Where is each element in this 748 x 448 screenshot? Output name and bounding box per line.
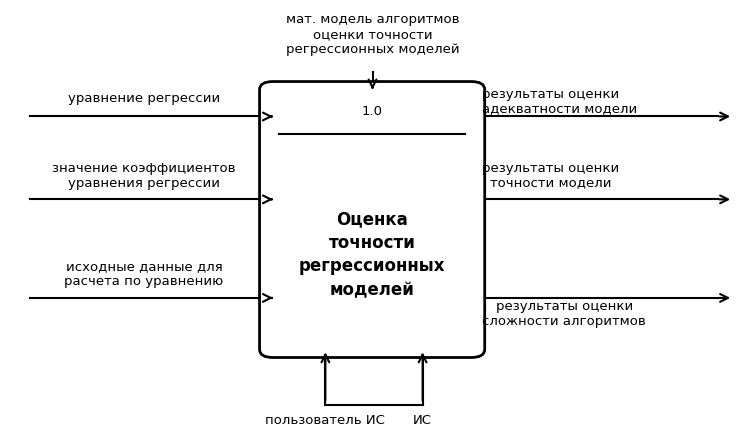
Text: значение коэффициентов
уравнения регрессии: значение коэффициентов уравнения регресс… bbox=[52, 161, 236, 190]
Text: результаты оценки
точности модели: результаты оценки точности модели bbox=[482, 161, 619, 190]
Text: уравнение регрессии: уравнение регрессии bbox=[68, 92, 220, 105]
Text: 1.0: 1.0 bbox=[361, 105, 383, 118]
Text: мат. модель алгоритмов
оценки точности
регрессионных моделей: мат. модель алгоритмов оценки точности р… bbox=[286, 13, 459, 56]
Text: адекватности модели: адекватности модели bbox=[482, 102, 638, 115]
Text: ИС: ИС bbox=[413, 414, 432, 426]
Text: результаты оценки: результаты оценки bbox=[482, 88, 619, 101]
Text: пользователь ИС: пользователь ИС bbox=[266, 414, 385, 426]
Text: Оценка
точности
регрессионных
моделей: Оценка точности регрессионных моделей bbox=[299, 210, 445, 299]
FancyBboxPatch shape bbox=[260, 82, 485, 358]
Text: исходные данные для
расчета по уравнению: исходные данные для расчета по уравнению bbox=[64, 260, 224, 288]
Text: результаты оценки
сложности алгоритмов: результаты оценки сложности алгоритмов bbox=[482, 300, 646, 328]
